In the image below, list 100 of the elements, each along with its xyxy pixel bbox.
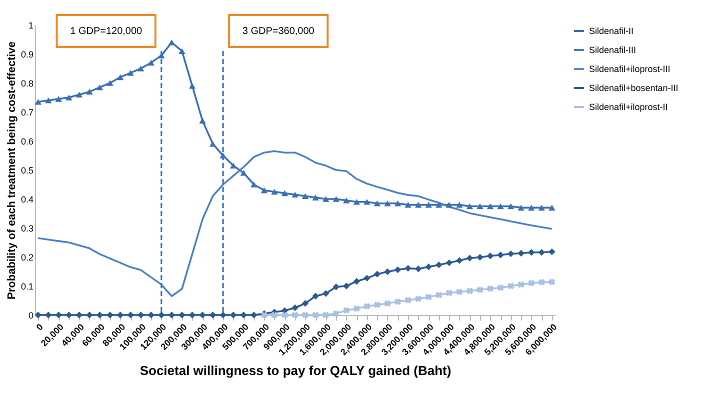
point (343, 282, 350, 290)
point (302, 300, 309, 307)
point (497, 284, 504, 292)
point (343, 198, 350, 204)
point (250, 182, 258, 188)
point (66, 312, 72, 318)
point (106, 80, 114, 86)
point (425, 264, 432, 270)
point (353, 305, 360, 312)
point (476, 286, 484, 294)
point (188, 312, 196, 318)
point (86, 312, 93, 318)
point (343, 307, 350, 314)
y-tick-label: 0.1 (20, 282, 34, 292)
point (404, 202, 412, 208)
point (384, 300, 391, 307)
legend-label: Sildenafil-II (589, 26, 634, 36)
point (486, 252, 494, 260)
point (507, 282, 514, 290)
point (55, 312, 62, 318)
point (436, 261, 442, 268)
point (332, 310, 340, 317)
y-tick-label: 0.6 (20, 136, 34, 146)
point (538, 204, 545, 211)
y-axis-title: Probability of each treatment being cost-effective (6, 42, 18, 300)
point (538, 249, 545, 256)
point (240, 170, 247, 176)
point (199, 118, 206, 124)
point (271, 188, 278, 195)
point (76, 92, 83, 98)
point (76, 312, 83, 318)
point (456, 257, 463, 264)
ref-line-label: 3 GDP=360,000 (242, 26, 315, 37)
point (312, 312, 319, 318)
point (466, 254, 474, 262)
point (332, 196, 340, 202)
point (548, 278, 556, 286)
point (116, 312, 124, 318)
y-tick-label: 0 (28, 310, 34, 320)
point (446, 290, 452, 296)
point (538, 278, 545, 286)
point (230, 312, 237, 318)
y-tick-label: 0.2 (20, 252, 34, 262)
point (312, 292, 319, 300)
point (188, 82, 196, 89)
point (353, 198, 360, 205)
legend-label: Sildenafil+iloprost-II (589, 102, 668, 112)
point (281, 312, 288, 318)
point (178, 48, 186, 54)
point (466, 203, 474, 210)
point (394, 200, 402, 206)
point (302, 193, 309, 200)
point (322, 290, 330, 297)
point (332, 284, 340, 290)
y-tick-label: 0.8 (20, 78, 34, 88)
point (404, 264, 412, 272)
point (528, 249, 535, 256)
point (34, 312, 42, 318)
point (292, 312, 298, 318)
legend-label: Sildenafil+iloprost-III (589, 64, 670, 74)
ref-line-label: 1 GDP=120,000 (70, 26, 143, 37)
point (486, 285, 494, 292)
point (209, 312, 216, 318)
point (446, 202, 453, 208)
point (364, 302, 370, 310)
point (312, 194, 319, 200)
point (158, 312, 165, 318)
point (548, 204, 556, 211)
point (436, 292, 442, 298)
point (178, 312, 186, 318)
y-tick-label: 0.5 (20, 166, 34, 176)
line-series (37, 150, 553, 298)
point (199, 312, 206, 318)
point (45, 312, 52, 318)
point (414, 266, 422, 272)
point (374, 270, 381, 278)
point (281, 190, 288, 196)
point (260, 187, 268, 194)
point (250, 312, 258, 318)
point (507, 250, 514, 258)
point (322, 312, 330, 318)
legend-label: Sildenafil-III (589, 45, 636, 55)
point (45, 97, 52, 104)
point (456, 288, 463, 296)
point (528, 204, 535, 211)
point (394, 266, 402, 274)
x-axis-title: Societal willingness to pay for QALY gained (Baht) (140, 363, 452, 378)
point (168, 312, 176, 318)
point (486, 203, 494, 210)
point (292, 304, 298, 312)
point (127, 70, 134, 76)
point (497, 203, 504, 210)
point (116, 74, 124, 80)
point (374, 200, 381, 206)
point (518, 204, 524, 211)
point (384, 268, 391, 276)
point (414, 202, 422, 208)
point (292, 192, 298, 198)
point (456, 202, 463, 208)
point (353, 278, 360, 285)
